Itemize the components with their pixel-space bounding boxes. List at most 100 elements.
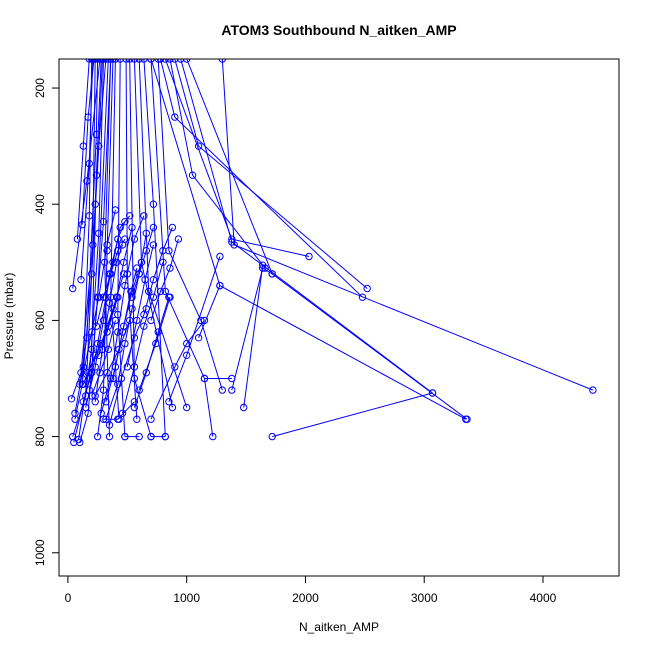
profile-line — [168, 256, 221, 402]
x-tick-label: 4000 — [530, 591, 557, 605]
data-point — [114, 247, 122, 255]
data-point — [67, 395, 76, 403]
profile-line — [71, 59, 96, 399]
profile-line — [150, 59, 214, 437]
data-point — [230, 241, 238, 249]
data-point — [126, 316, 134, 325]
data-point — [91, 363, 99, 371]
y-tick-label: 200 — [33, 78, 47, 98]
data-point — [149, 223, 158, 232]
data-point — [152, 339, 160, 348]
profile-series-48 — [97, 212, 148, 417]
data-point — [177, 59, 185, 63]
data-point — [84, 369, 92, 377]
data-point — [133, 415, 141, 423]
data-point — [159, 258, 167, 266]
data-point — [85, 59, 93, 63]
data-point — [69, 284, 77, 293]
data-point — [128, 293, 136, 301]
data-point — [166, 59, 174, 63]
data-point — [259, 264, 267, 272]
data-point — [137, 258, 146, 266]
profile-line — [72, 59, 101, 289]
plot-area — [67, 59, 597, 447]
profile-series-29 — [183, 59, 471, 423]
data-point — [111, 59, 120, 63]
data-point — [73, 235, 82, 243]
profile-line — [112, 262, 142, 379]
profile-series-60 — [109, 258, 146, 383]
profile-series-11 — [77, 59, 97, 284]
profile-series-62 — [194, 281, 224, 342]
profile-series-63 — [200, 374, 236, 383]
profile-series-36 — [121, 432, 143, 441]
profile-line — [180, 59, 433, 394]
profile-series-34 — [228, 264, 276, 394]
profile-line — [95, 238, 126, 327]
data-point — [147, 415, 155, 423]
data-point — [83, 177, 91, 185]
data-point — [98, 345, 107, 354]
data-point — [95, 351, 103, 359]
profile-series-22 — [147, 59, 217, 441]
data-point — [130, 398, 139, 406]
data-point — [112, 258, 121, 266]
data-point — [103, 369, 111, 377]
y-tick-label: 800 — [33, 426, 47, 446]
data-point — [103, 241, 111, 249]
y-tick-label: 1000 — [33, 539, 47, 566]
data-point — [128, 287, 136, 296]
profile-series-26 — [171, 59, 371, 293]
data-point — [123, 270, 132, 278]
chart-title: ATOM3 Southbound N_aitken_AMP — [221, 22, 456, 38]
data-point — [104, 322, 113, 330]
data-point — [156, 59, 165, 63]
profile-line — [88, 215, 131, 391]
data-point — [93, 432, 102, 441]
profile-line — [129, 59, 152, 437]
profile-series-58 — [147, 235, 183, 325]
data-point — [105, 421, 114, 429]
profile-series-24 — [161, 59, 313, 261]
profile-line — [126, 244, 154, 368]
profile-line — [91, 320, 116, 397]
data-point — [194, 334, 203, 342]
data-point — [121, 432, 129, 441]
data-point — [135, 386, 143, 394]
data-point — [183, 351, 191, 359]
profile-series-13 — [78, 59, 98, 229]
data-point — [462, 415, 470, 423]
data-point — [589, 386, 597, 394]
profile-series-45 — [165, 252, 224, 406]
profile-series-43 — [135, 293, 174, 394]
data-point — [209, 432, 217, 441]
data-point — [166, 293, 174, 301]
data-point — [216, 281, 224, 290]
data-point — [174, 235, 183, 243]
data-point — [99, 293, 108, 301]
data-point — [228, 374, 236, 383]
data-point — [145, 287, 153, 296]
data-point — [77, 276, 85, 284]
data-point — [149, 293, 158, 301]
data-point — [130, 59, 139, 63]
profile-line — [243, 265, 264, 408]
data-point — [118, 409, 127, 417]
profile-line — [131, 227, 154, 298]
data-point — [126, 59, 134, 63]
profile-line — [164, 59, 310, 257]
data-point — [168, 223, 177, 232]
profile-line — [138, 59, 188, 408]
data-point — [88, 328, 96, 336]
data-point — [71, 409, 79, 417]
data-point — [149, 276, 158, 284]
data-point — [218, 59, 226, 63]
profile-line — [76, 59, 90, 240]
data-point — [268, 270, 276, 278]
data-point — [130, 403, 139, 412]
profile-line — [74, 59, 103, 420]
data-point — [104, 345, 113, 354]
data-point — [96, 59, 104, 63]
data-point — [194, 142, 203, 150]
